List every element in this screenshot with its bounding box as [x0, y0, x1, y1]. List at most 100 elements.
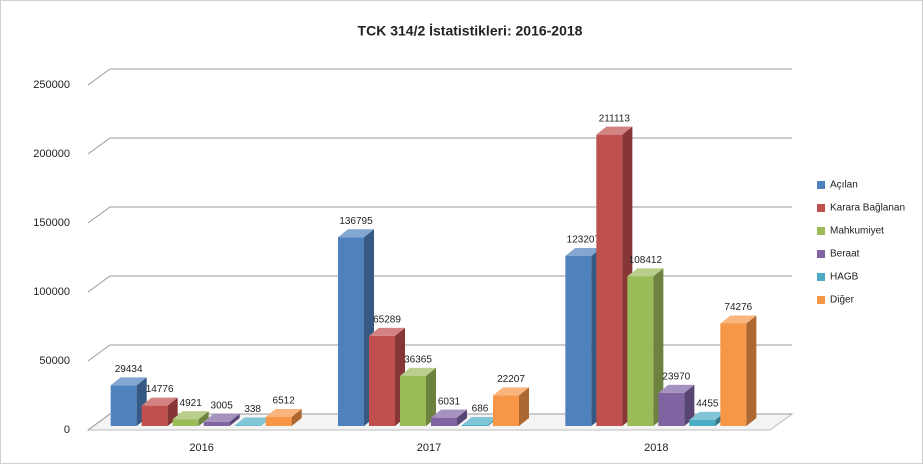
bar-side-shade [457, 409, 467, 426]
value-label: 108412 [629, 255, 663, 266]
value-label: 14776 [146, 384, 174, 395]
bar-side [198, 411, 209, 426]
value-label: 29434 [115, 364, 143, 375]
bar-top-shade [493, 387, 529, 396]
grid-line [87, 275, 792, 293]
bar-top [400, 367, 436, 376]
bar-front [369, 335, 395, 426]
bar-side-shade [229, 413, 240, 426]
bar-front [627, 276, 654, 426]
bar-top-shade [627, 268, 664, 277]
bar-front [462, 425, 488, 426]
legend-label: Açılan [830, 180, 858, 191]
bar-top-shade [431, 409, 467, 418]
bar-front [689, 419, 716, 426]
value-label: 6031 [438, 396, 461, 407]
bar-top [203, 413, 240, 422]
bar-front [110, 385, 137, 426]
bar-front [565, 255, 592, 426]
value-label: 136795 [339, 216, 373, 227]
bar-top [596, 126, 633, 135]
legend-swatch [817, 273, 825, 281]
bar-front [493, 395, 519, 426]
value-label: 36365 [404, 354, 432, 365]
bar-side [457, 409, 467, 426]
grid-line [87, 413, 792, 431]
bar-top [172, 411, 209, 420]
bar-top-shade [565, 247, 602, 256]
bar-top-shade [720, 315, 757, 324]
bar-top [338, 229, 374, 238]
bar-side-shade [291, 409, 302, 426]
bar-side [653, 268, 664, 426]
bar-front [720, 323, 747, 426]
bar-top-shade [234, 417, 271, 426]
value-label: 123207 [567, 235, 601, 246]
bar-side [684, 384, 695, 426]
bar-side [746, 315, 757, 426]
bar-top-shade [203, 413, 240, 422]
bar-front [203, 421, 230, 426]
bar-side-shade [426, 367, 436, 426]
bar-top [141, 397, 178, 406]
y-tick-label: 200000 [33, 148, 70, 160]
bar-side [519, 387, 529, 426]
bar-side [229, 413, 240, 426]
bar-top [431, 409, 467, 418]
bar-side-shade [684, 384, 695, 426]
legend-label: HAGB [830, 272, 859, 283]
value-label: 23970 [662, 372, 690, 383]
bar-front [338, 237, 364, 426]
bar-side-shade [746, 315, 757, 426]
bar-top-shade [400, 367, 436, 376]
grid-line [87, 137, 792, 155]
bar-top [627, 268, 664, 277]
bar-top [462, 417, 498, 426]
bar-top-shade [110, 377, 147, 386]
bar-front [596, 134, 623, 426]
bar-top [234, 417, 271, 426]
bar-top [493, 387, 529, 396]
bar-top [110, 377, 147, 386]
bar-top [369, 327, 405, 336]
bar-side [291, 409, 302, 426]
legend-swatch [817, 296, 825, 304]
legend-swatch [817, 181, 825, 189]
legend-swatch [817, 250, 825, 258]
legend-label: Beraat [830, 249, 860, 260]
value-label: 65289 [373, 315, 401, 326]
value-label: 211113 [599, 113, 631, 124]
value-label: 686 [472, 404, 489, 415]
bar-side-shade [519, 387, 529, 426]
bar-top-shade [369, 327, 405, 336]
y-tick-label: 50000 [39, 355, 70, 367]
chart-title: TCK 314/2 İstatistikleri: 2016-2018 [358, 23, 583, 39]
legend-label: Mahkumiyet [830, 226, 884, 237]
y-tick-label: 150000 [33, 217, 70, 229]
value-label: 74276 [724, 302, 752, 313]
bar-top [689, 411, 726, 420]
bar-side [426, 367, 436, 426]
bar-top-shade [689, 411, 726, 420]
x-tick-label: 2018 [644, 442, 668, 454]
grid-line [87, 68, 792, 86]
bar-front [141, 405, 168, 426]
bar-top-shade [596, 126, 633, 135]
x-tick-label: 2017 [417, 442, 441, 454]
value-label: 338 [244, 404, 261, 415]
value-label: 3005 [211, 400, 234, 411]
bar-front [400, 375, 426, 426]
legend-swatch [817, 227, 825, 235]
bar-top [265, 409, 302, 418]
bar-top-shade [658, 384, 695, 393]
bar-top-shade [172, 411, 209, 420]
bar-side-shade [198, 411, 209, 426]
bar-top-shade [265, 409, 302, 418]
bar-top-shade [338, 229, 374, 238]
bar-top-shade [462, 417, 498, 426]
bar-front [431, 417, 457, 426]
value-label: 6512 [273, 396, 296, 407]
bar-front [172, 419, 199, 426]
y-tick-label: 100000 [33, 286, 70, 298]
